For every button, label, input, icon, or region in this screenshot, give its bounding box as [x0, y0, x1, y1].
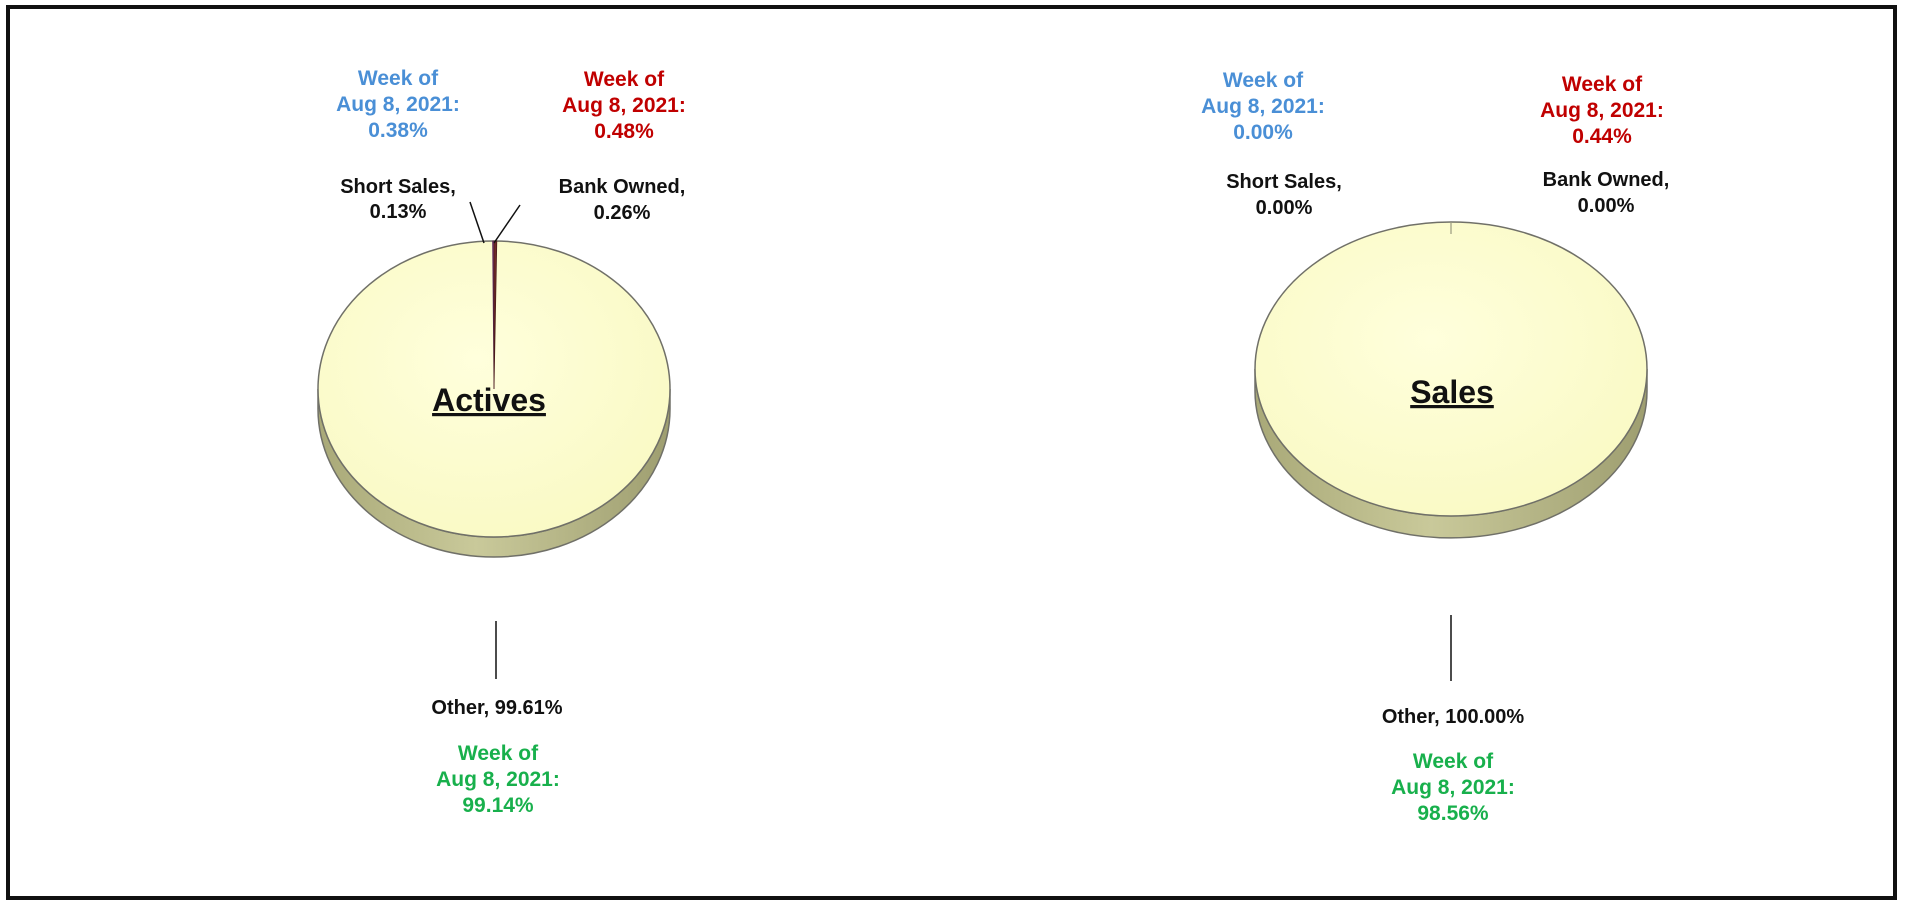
- annotation-line: Aug 8, 2021:: [336, 93, 460, 116]
- actives-short-sales-label: Short Sales, 0.13%: [340, 176, 456, 223]
- leader-line-bank-owned: [493, 204, 521, 244]
- actives-title: Actives: [432, 382, 546, 418]
- annotation-line: Week of: [1223, 69, 1304, 92]
- actives-pie-chart: Actives Week of Aug 8, 2021: 0.38% Week …: [317, 67, 686, 817]
- annotation-line: Week of: [1562, 73, 1643, 96]
- annotation-line: Aug 8, 2021:: [1391, 776, 1515, 799]
- sales-short-sales-week-annotation: Week of Aug 8, 2021: 0.00%: [1201, 69, 1325, 144]
- pie-charts-canvas: Actives Week of Aug 8, 2021: 0.38% Week …: [317, 67, 1669, 825]
- data-label-line: Short Sales,: [340, 176, 456, 198]
- data-label-line: 0.00%: [1578, 195, 1635, 217]
- annotation-line: Aug 8, 2021:: [1201, 95, 1325, 118]
- data-label-line: Bank Owned,: [559, 176, 686, 198]
- annotation-line: Week of: [358, 67, 439, 90]
- data-label-line: Bank Owned,: [1543, 169, 1670, 191]
- sales-title: Sales: [1410, 374, 1494, 410]
- actives-short-sales-week-annotation: Week of Aug 8, 2021: 0.38%: [336, 67, 460, 142]
- annotation-line: 99.14%: [462, 794, 534, 817]
- sales-other-week-annotation: Week of Aug 8, 2021: 98.56%: [1391, 750, 1515, 825]
- annotation-line: Aug 8, 2021:: [562, 94, 686, 117]
- sales-short-sales-label: Short Sales, 0.00%: [1226, 171, 1342, 219]
- sales-bank-owned-week-annotation: Week of Aug 8, 2021: 0.44%: [1540, 73, 1664, 148]
- data-label-line: 0.00%: [1256, 197, 1313, 219]
- sales-other-label: Other, 100.00%: [1382, 706, 1525, 728]
- actives-pie-body: [317, 240, 671, 558]
- leader-line-short-sales: [469, 201, 485, 244]
- actives-bank-owned-label: Bank Owned, 0.26%: [559, 176, 686, 224]
- annotation-line: Week of: [458, 742, 539, 765]
- actives-bank-owned-week-annotation: Week of Aug 8, 2021: 0.48%: [562, 68, 686, 143]
- annotation-line: 0.44%: [1572, 125, 1632, 148]
- chart-frame: Actives Week of Aug 8, 2021: 0.38% Week …: [6, 5, 1897, 900]
- sales-pie-top: [1254, 221, 1648, 517]
- annotation-line: Aug 8, 2021:: [436, 768, 560, 791]
- annotation-line: 0.48%: [594, 120, 654, 143]
- annotation-line: Week of: [584, 68, 665, 91]
- annotation-line: Week of: [1413, 750, 1494, 773]
- annotation-line: 98.56%: [1417, 802, 1489, 825]
- annotation-line: 0.00%: [1233, 121, 1293, 144]
- data-label-line: Short Sales,: [1226, 171, 1342, 193]
- actives-other-label: Other, 99.61%: [431, 697, 562, 719]
- annotation-line: 0.38%: [368, 119, 428, 142]
- actives-leader-lines: [469, 201, 521, 679]
- sales-pie-body: [1254, 221, 1648, 539]
- data-label-line: 0.13%: [370, 201, 427, 223]
- data-label-line: 0.26%: [594, 202, 651, 224]
- sales-pie-chart: Sales Week of Aug 8, 2021: 0.00% Week of…: [1201, 69, 1669, 825]
- annotation-line: Aug 8, 2021:: [1540, 99, 1664, 122]
- sales-bank-owned-label: Bank Owned, 0.00%: [1543, 169, 1670, 217]
- actives-other-week-annotation: Week of Aug 8, 2021: 99.14%: [436, 742, 560, 817]
